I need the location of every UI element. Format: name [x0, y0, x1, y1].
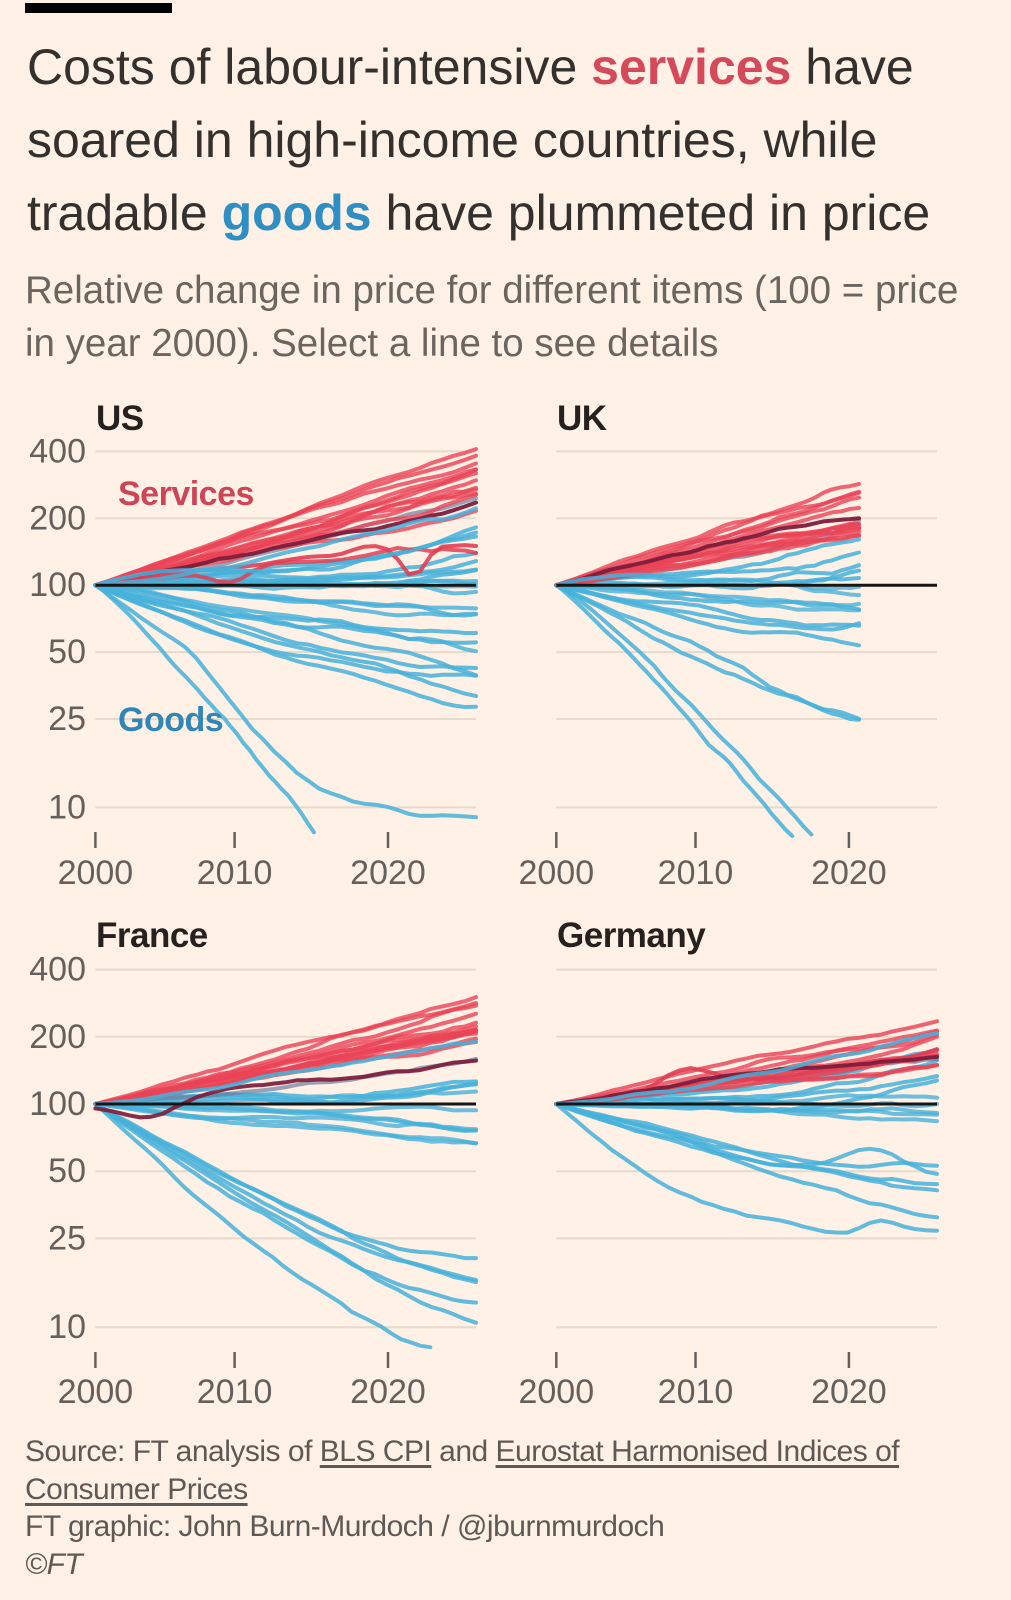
svg-text:2010: 2010: [197, 854, 273, 892]
svg-text:50: 50: [48, 633, 86, 671]
svg-text:2020: 2020: [811, 854, 887, 892]
svg-text:200: 200: [29, 499, 86, 537]
svg-text:2010: 2010: [658, 854, 734, 892]
svg-text:2000: 2000: [518, 854, 594, 892]
svg-text:US: US: [96, 399, 144, 438]
svg-text:25: 25: [48, 700, 86, 738]
svg-text:100: 100: [29, 566, 86, 604]
svg-text:10: 10: [48, 788, 86, 826]
svg-text:2010: 2010: [658, 1373, 734, 1411]
svg-text:2000: 2000: [58, 854, 134, 892]
svg-text:2000: 2000: [518, 1373, 594, 1411]
svg-text:2000: 2000: [58, 1373, 134, 1411]
svg-text:Services: Services: [118, 475, 254, 513]
svg-text:25: 25: [48, 1219, 86, 1257]
svg-text:200: 200: [29, 1018, 86, 1056]
svg-text:400: 400: [29, 432, 86, 470]
svg-text:Goods: Goods: [118, 701, 223, 739]
svg-text:2020: 2020: [811, 1373, 887, 1411]
svg-text:France: France: [96, 916, 208, 955]
svg-text:UK: UK: [557, 399, 607, 438]
svg-text:2020: 2020: [350, 1373, 426, 1411]
svg-text:100: 100: [29, 1085, 86, 1123]
svg-text:2020: 2020: [350, 854, 426, 892]
svg-text:50: 50: [48, 1152, 86, 1190]
svg-text:400: 400: [29, 951, 86, 989]
svg-text:10: 10: [48, 1308, 86, 1346]
svg-text:Germany: Germany: [557, 916, 706, 955]
svg-text:2010: 2010: [197, 1373, 273, 1411]
